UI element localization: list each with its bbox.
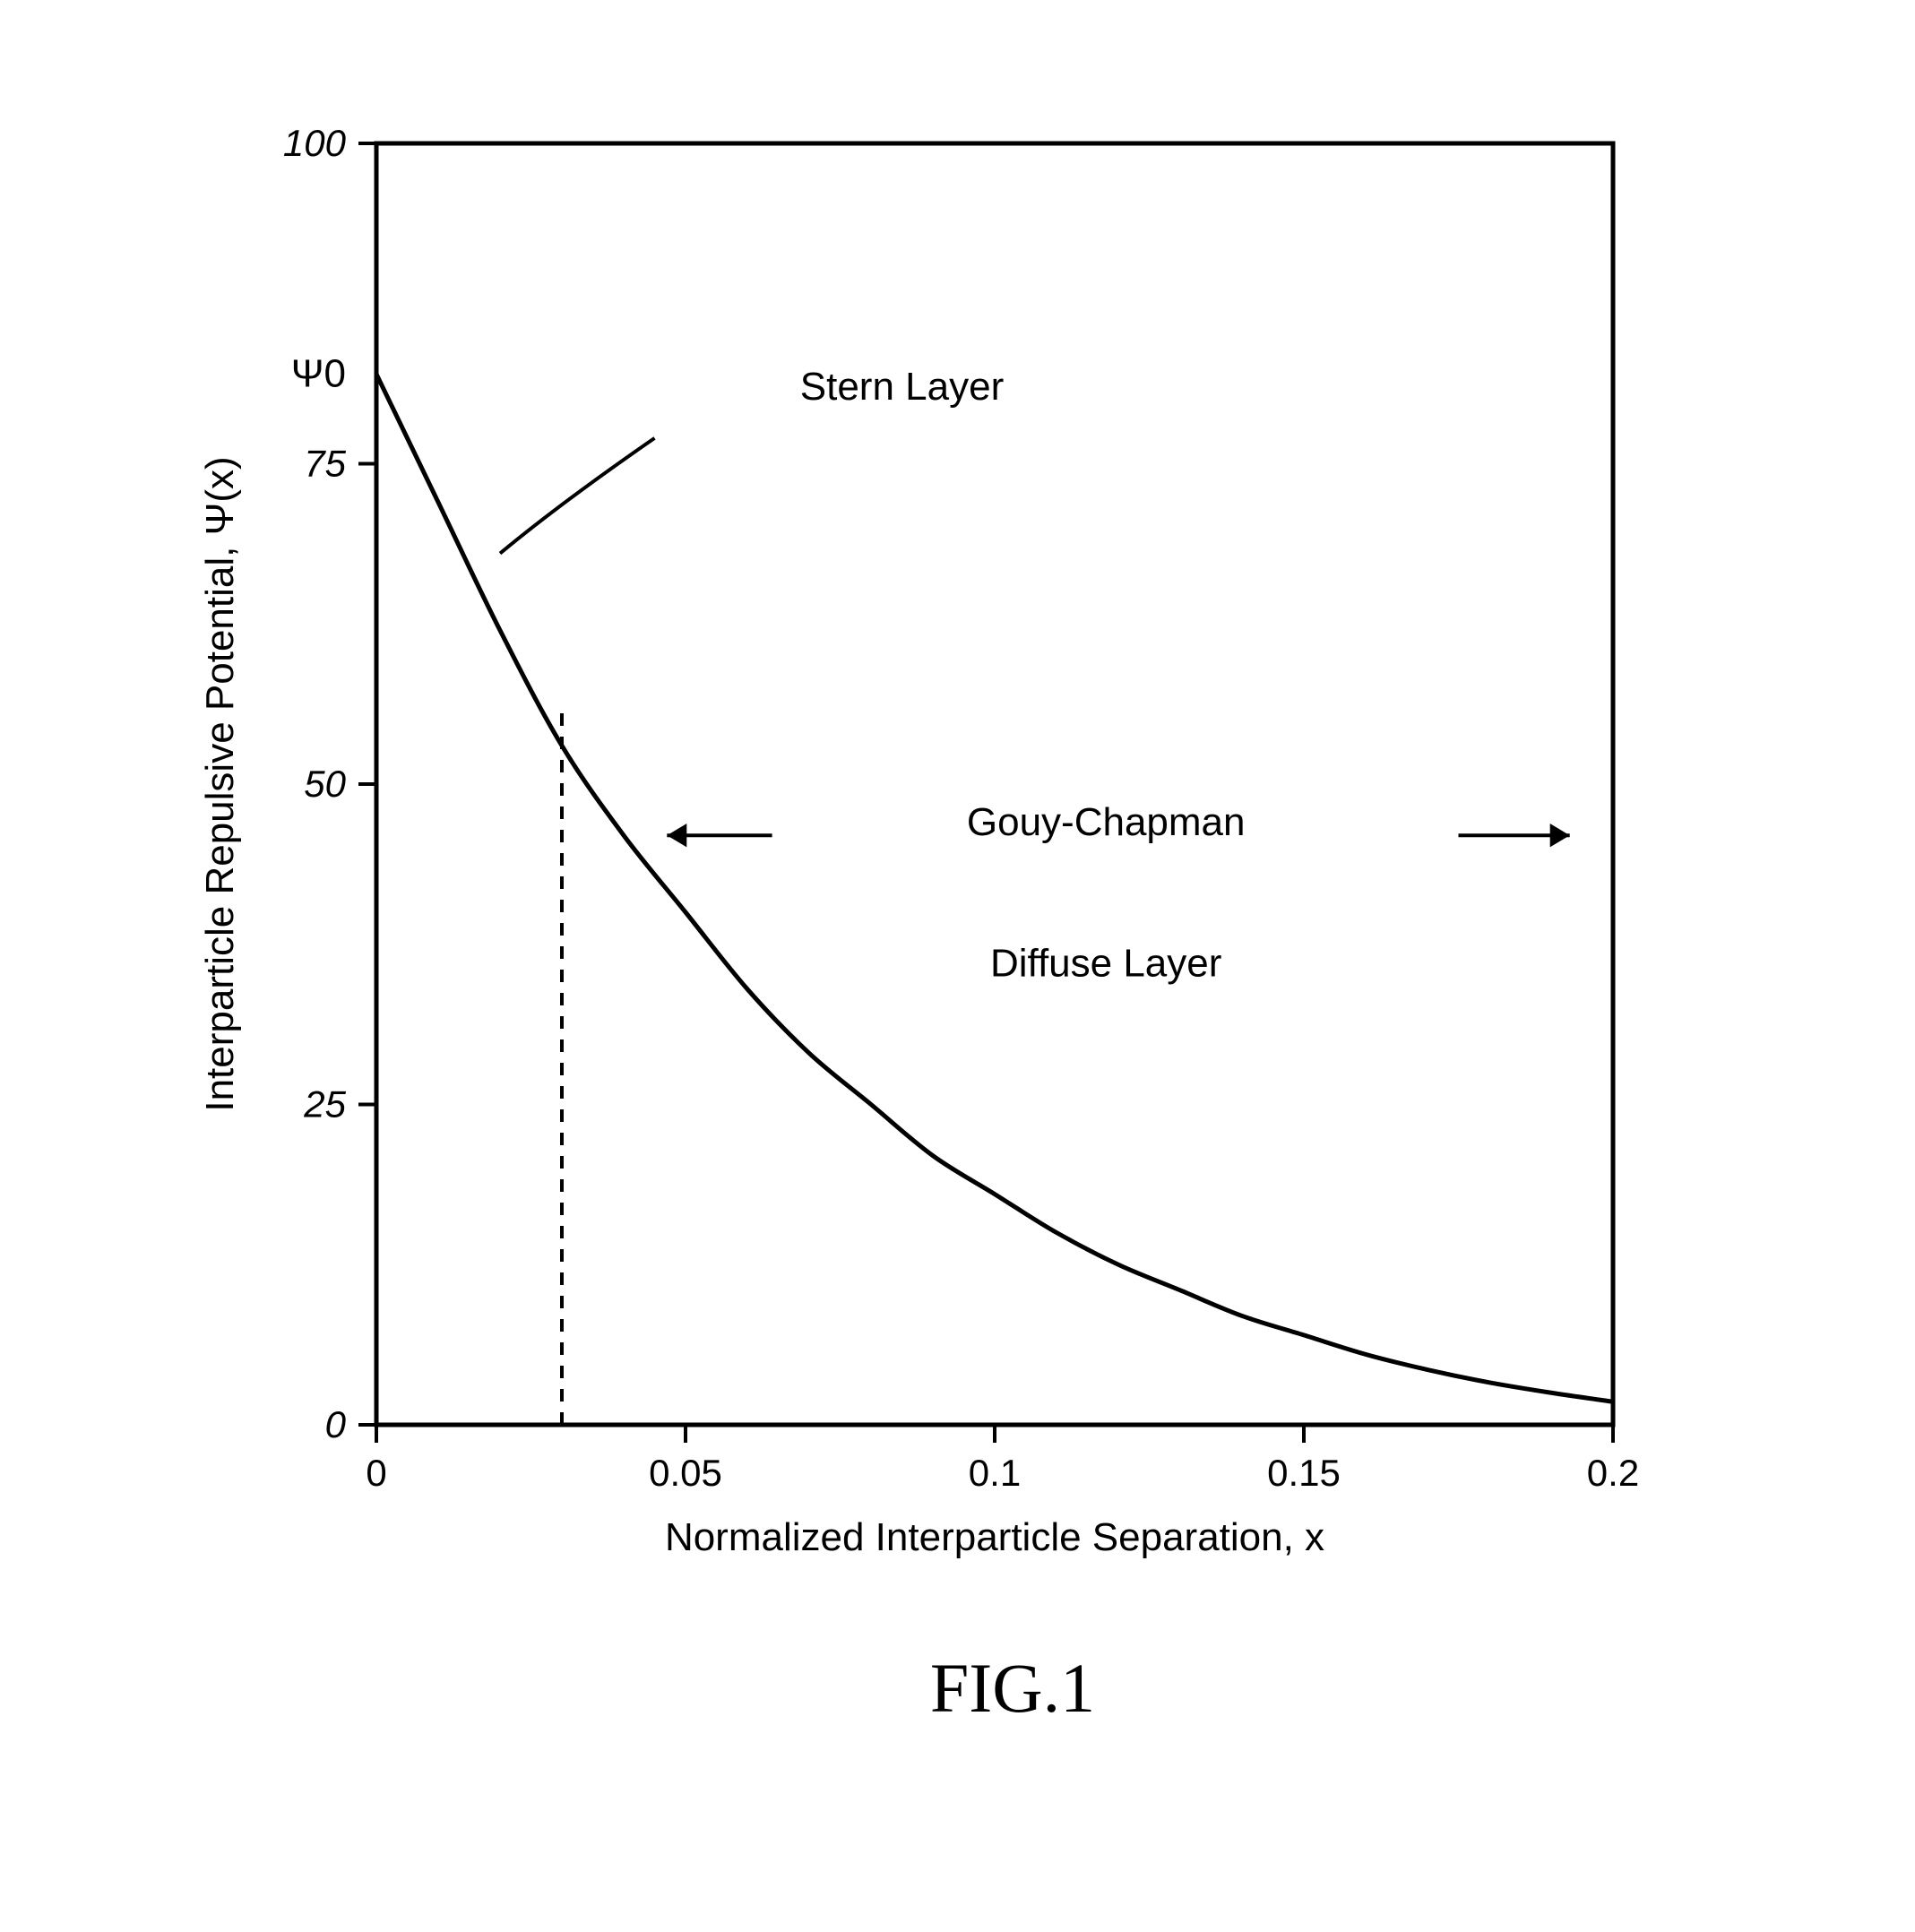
figure-caption: FIG.1 — [930, 1649, 1095, 1727]
y-tick-label: 25 — [303, 1083, 346, 1126]
x-tick-label: 0.1 — [969, 1452, 1021, 1494]
x-tick-label: 0.05 — [649, 1452, 722, 1494]
y-axis-label: Interparticle Repulsive Potential, Ψ(x) — [198, 456, 242, 1111]
y-tick-label: 75 — [304, 443, 346, 485]
y-tick-label: 0 — [325, 1403, 347, 1445]
potential-chart: 0 0.05 0.1 0.15 0.2 0 25 50 75 100 Ψ0 Normalized In… — [197, 108, 1721, 1810]
x-tick-label: 0.15 — [1267, 1452, 1341, 1494]
psi0-label: Ψ0 — [291, 351, 346, 395]
stern-annotation: Stern Layer — [800, 365, 1004, 409]
gouy-annotation-line2: Diffuse Layer — [990, 942, 1221, 986]
y-tick-label: 50 — [304, 763, 346, 805]
gouy-annotation-line1: Gouy-Chapman — [967, 800, 1246, 844]
chart-container: 0 0.05 0.1 0.15 0.2 0 25 50 75 100 Ψ0 Normalized In… — [197, 108, 1721, 1810]
x-tick-label: 0.2 — [1587, 1452, 1639, 1494]
y-tick-label: 100 — [283, 122, 347, 164]
x-axis-label: Normalized Interparticle Separation, x — [665, 1515, 1324, 1559]
x-tick-label: 0 — [366, 1452, 386, 1494]
